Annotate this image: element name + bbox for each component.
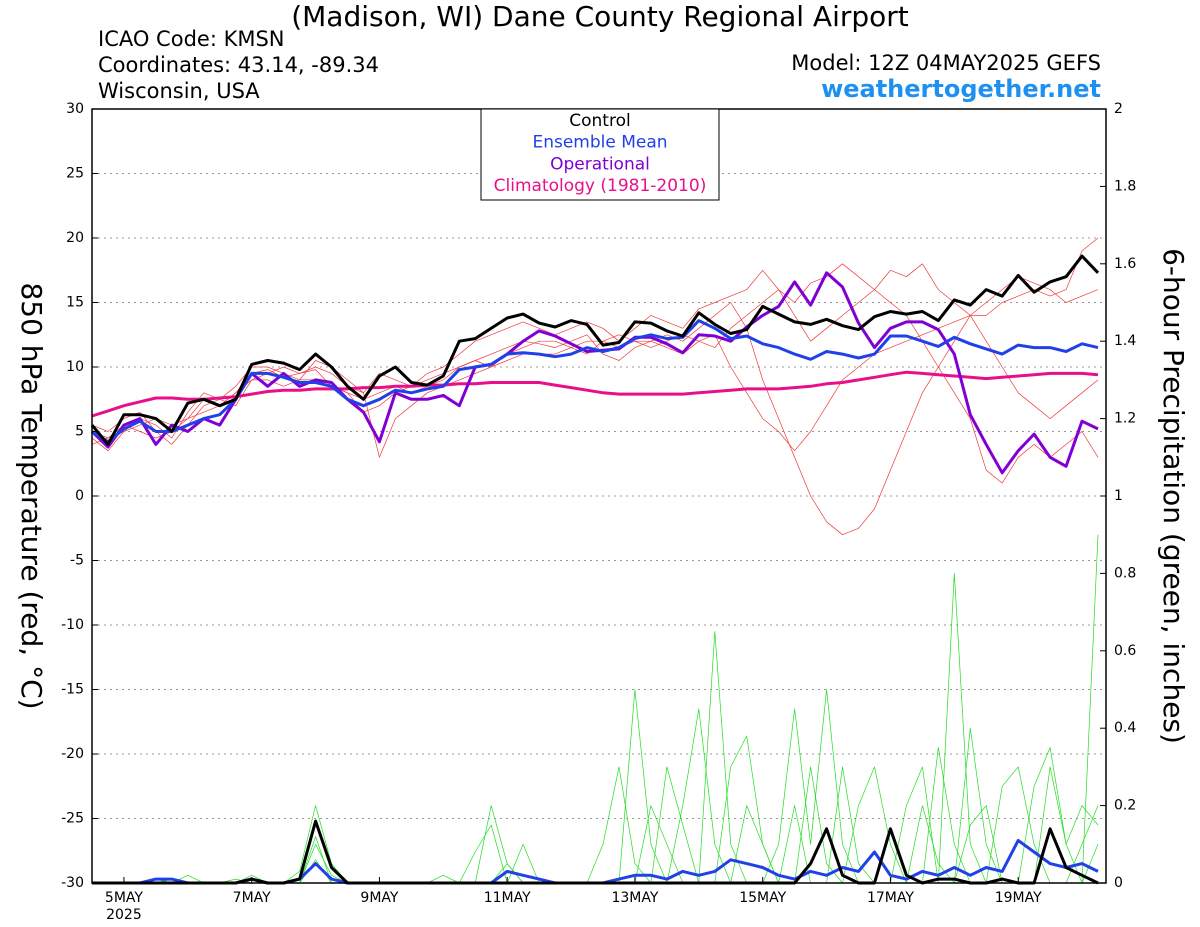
y-tick-label: 25 <box>66 166 84 182</box>
x-tick-label: 15MAY <box>739 890 786 906</box>
member-line <box>91 289 1099 484</box>
chart-title: (Madison, WI) Dane County Regional Airpo… <box>291 0 909 33</box>
x-tick-label: 5MAY <box>105 890 143 906</box>
info-line: Coordinates: 43.14, -89.34 <box>98 53 379 77</box>
series-line <box>91 319 1099 444</box>
y-tick-label: -20 <box>61 746 84 762</box>
y2-tick-label: 1 <box>1114 488 1123 504</box>
legend-entry: Climatology (1981-2010) <box>494 176 707 196</box>
legend-entry: Ensemble Mean <box>532 133 667 153</box>
x-tick-label: 7MAY <box>233 890 271 906</box>
series-line <box>90 254 1100 446</box>
y-tick-label: 30 <box>66 101 84 117</box>
legend-box <box>480 108 720 201</box>
y-tick-label: 15 <box>66 295 84 311</box>
y2-tick-label: 0.4 <box>1114 720 1136 736</box>
axes: -30-25-20-15-10-505101520253000.20.40.60… <box>61 101 1136 923</box>
y-tick-label: -15 <box>61 682 84 698</box>
y-tick-label: -5 <box>70 553 84 569</box>
legend-entry: Control <box>569 111 630 131</box>
y2-tick-label: 0.2 <box>1114 798 1136 814</box>
y2-tick-label: 1.2 <box>1114 411 1136 427</box>
member-line <box>91 276 1099 536</box>
y-tick-label: -25 <box>61 811 84 827</box>
y-axis-label: 850 hPa Temperature (red, °C) <box>15 282 48 709</box>
x-tick-label: 19MAY <box>995 890 1042 906</box>
info-line: Wisconsin, USA <box>98 79 260 103</box>
x-tick-label: 11MAY <box>484 890 531 906</box>
x-tick-label: 13MAY <box>611 890 658 906</box>
y-tick-label: 10 <box>66 359 84 375</box>
y2-tick-label: 2 <box>1114 101 1123 117</box>
info-line: ICAO Code: KMSN <box>98 27 285 51</box>
y-tick-label: 0 <box>75 488 84 504</box>
y2-tick-label: 0 <box>1114 875 1123 891</box>
source-label: weathertogether.net <box>821 75 1101 103</box>
y-tick-label: 20 <box>66 230 84 246</box>
y2-tick-label: 0.6 <box>1114 643 1136 659</box>
member-line <box>91 263 1099 452</box>
x-year-label: 2025 <box>106 907 142 923</box>
y2-tick-label: 1.4 <box>1114 333 1136 349</box>
y2-tick-label: 1.6 <box>1114 256 1136 272</box>
y2-tick-label: 1.8 <box>1114 178 1136 194</box>
y2-axis-label: 6-hour Precipitation (green, inches) <box>1157 248 1190 744</box>
y-tick-label: -30 <box>61 875 84 891</box>
legend-entry: Operational <box>550 154 650 174</box>
y2-tick-label: 0.8 <box>1114 565 1136 581</box>
series-line <box>91 370 1099 418</box>
model-label: Model: 12Z 04MAY2025 GEFS <box>791 51 1101 75</box>
x-tick-label: 9MAY <box>360 890 398 906</box>
y-tick-label: 5 <box>75 424 84 440</box>
y-tick-label: -10 <box>61 617 84 633</box>
x-tick-label: 17MAY <box>867 890 914 906</box>
